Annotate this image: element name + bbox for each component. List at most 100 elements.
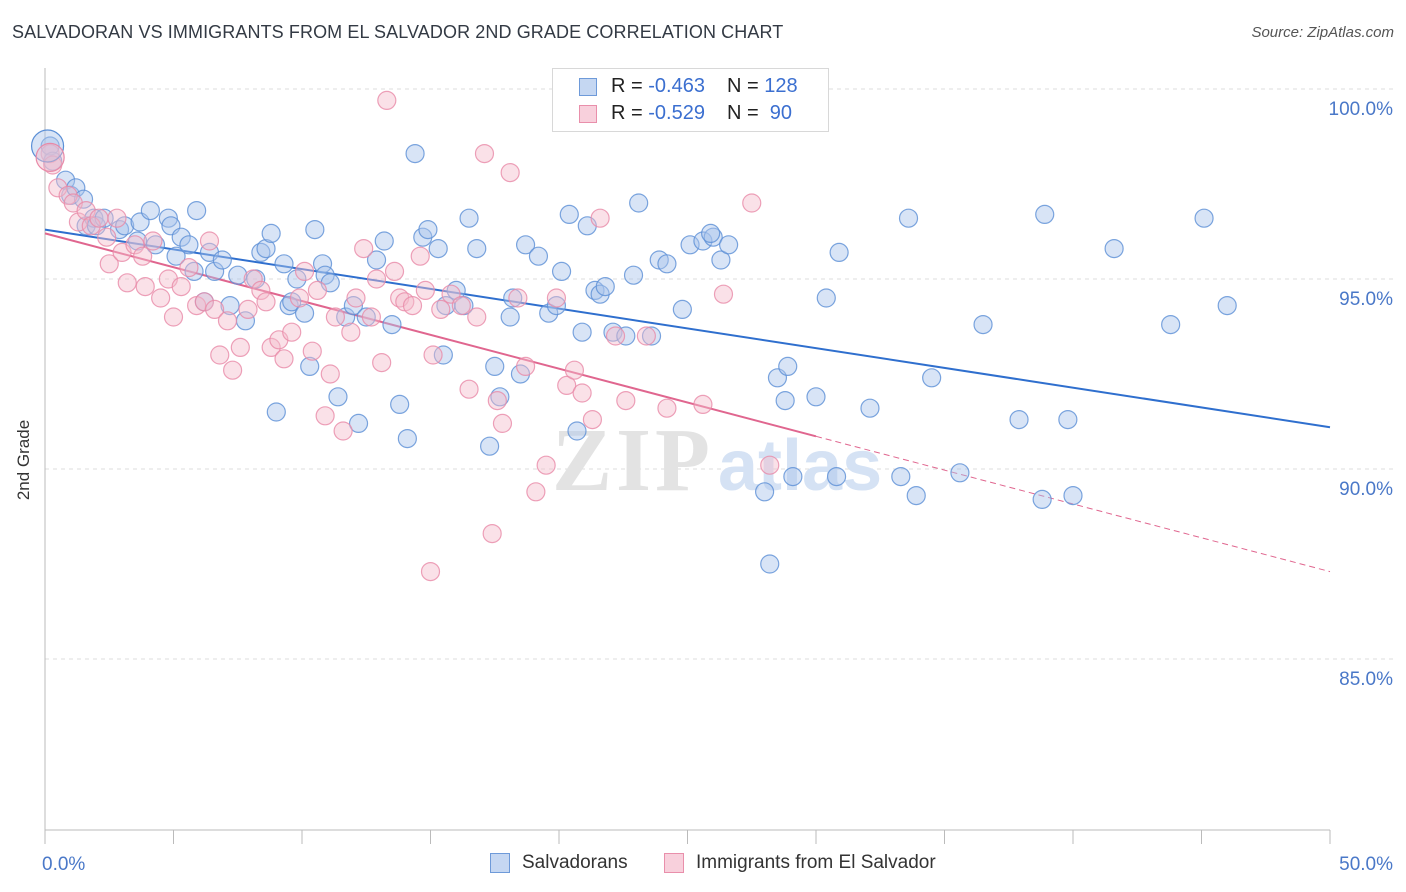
point-immigrants (217, 311, 238, 331)
axes (44, 68, 1331, 844)
y-axis-label: 2nd Grade (14, 419, 33, 501)
point-immigrants (171, 277, 191, 297)
point-immigrants (107, 208, 127, 228)
point-salvadorans (719, 235, 739, 255)
point-salvadorans (623, 265, 644, 285)
point-salvadorans (701, 223, 721, 243)
point-immigrants (354, 239, 374, 259)
point-salvadorans (179, 235, 199, 255)
point-salvadorans (382, 315, 402, 335)
point-salvadorans (1194, 208, 1214, 228)
point-salvadorans (356, 307, 376, 327)
point-immigrants (451, 296, 471, 316)
trend-line-salvadorans (44, 228, 1331, 429)
point-immigrants (508, 288, 528, 308)
point-immigrants (546, 288, 567, 308)
point-immigrants (35, 142, 65, 172)
x-tick-label: 50.0% (1339, 854, 1393, 875)
point-salvadorans (1032, 489, 1052, 509)
point-immigrants (616, 391, 636, 411)
point-immigrants (68, 212, 89, 232)
point-salvadorans (973, 315, 993, 335)
chart-title: SALVADORAN VS IMMIGRANTS FROM EL SALVADO… (12, 22, 784, 42)
point-salvadorans (261, 223, 281, 243)
point-immigrants (48, 178, 68, 198)
point-immigrants (194, 292, 214, 312)
legend-swatch-blue (579, 78, 597, 96)
point-immigrants (500, 163, 520, 183)
point-salvadorans (500, 307, 520, 327)
point-salvadorans (551, 261, 572, 281)
point-salvadorans (480, 436, 500, 456)
point-immigrants (361, 307, 381, 327)
point-salvadorans (312, 254, 333, 274)
point-salvadorans (30, 129, 65, 163)
point-salvadorans (428, 239, 448, 259)
point-salvadorans (205, 261, 225, 281)
point-salvadorans (374, 231, 394, 251)
point-salvadorans (503, 288, 523, 308)
point-immigrants (261, 337, 281, 357)
point-salvadorans (390, 394, 410, 414)
point-salvadorans (171, 227, 191, 247)
point-immigrants (636, 326, 656, 346)
bottom-legend-label: Immigrants from El Salvador (696, 852, 936, 873)
point-immigrants (492, 413, 513, 433)
point-salvadorans (405, 144, 425, 164)
point-salvadorans (433, 345, 453, 365)
point-salvadorans (546, 296, 567, 316)
point-salvadorans (1217, 296, 1237, 316)
point-immigrants (125, 235, 145, 255)
bottom-legend-label: Salvadorans (522, 852, 628, 873)
point-immigrants (307, 280, 328, 300)
point-salvadorans (485, 356, 505, 376)
point-salvadorans (860, 398, 880, 418)
point-salvadorans (140, 201, 160, 221)
trend-lines (44, 228, 1331, 573)
point-salvadorans (1161, 315, 1181, 335)
point-immigrants (564, 360, 585, 380)
point-salvadorans (184, 261, 204, 281)
point-salvadorans (1035, 204, 1055, 224)
trend-line-immigrants-extrapolated (815, 435, 1331, 573)
point-salvadorans (891, 467, 911, 487)
point-immigrants (163, 307, 184, 327)
point-salvadorans (1104, 239, 1124, 259)
point-salvadorans (693, 231, 713, 251)
point-immigrants (333, 421, 353, 441)
point-salvadorans (115, 216, 135, 236)
point-immigrants (243, 269, 263, 289)
point-salvadorans (55, 170, 76, 190)
point-salvadorans (595, 277, 615, 297)
point-salvadorans (328, 387, 348, 407)
point-immigrants (315, 406, 335, 426)
point-salvadorans (1063, 486, 1083, 506)
legend-swatch-pink (579, 105, 597, 123)
point-salvadorans (305, 220, 325, 240)
point-immigrants (557, 375, 577, 395)
point-immigrants (536, 455, 556, 475)
point-salvadorans (680, 235, 700, 255)
point-immigrants (179, 258, 199, 278)
point-immigrants (415, 280, 435, 300)
point-immigrants (402, 296, 423, 316)
point-salvadorans (84, 208, 104, 228)
point-salvadorans (528, 246, 549, 266)
point-salvadorans (256, 239, 276, 259)
point-immigrants (89, 208, 109, 228)
point-salvadorans (336, 307, 356, 327)
point-immigrants (151, 288, 171, 308)
point-salvadorans (266, 402, 286, 422)
point-salvadorans (760, 554, 780, 574)
point-immigrants (605, 326, 626, 346)
point-salvadorans (711, 250, 731, 270)
point-salvadorans (816, 288, 836, 308)
point-salvadorans (898, 208, 919, 228)
y-tick-label: 100.0% (1329, 99, 1394, 120)
point-immigrants (742, 193, 762, 213)
point-salvadorans (672, 299, 692, 319)
point-immigrants (210, 345, 230, 365)
point-immigrants (99, 254, 119, 274)
point-immigrants (341, 322, 361, 342)
